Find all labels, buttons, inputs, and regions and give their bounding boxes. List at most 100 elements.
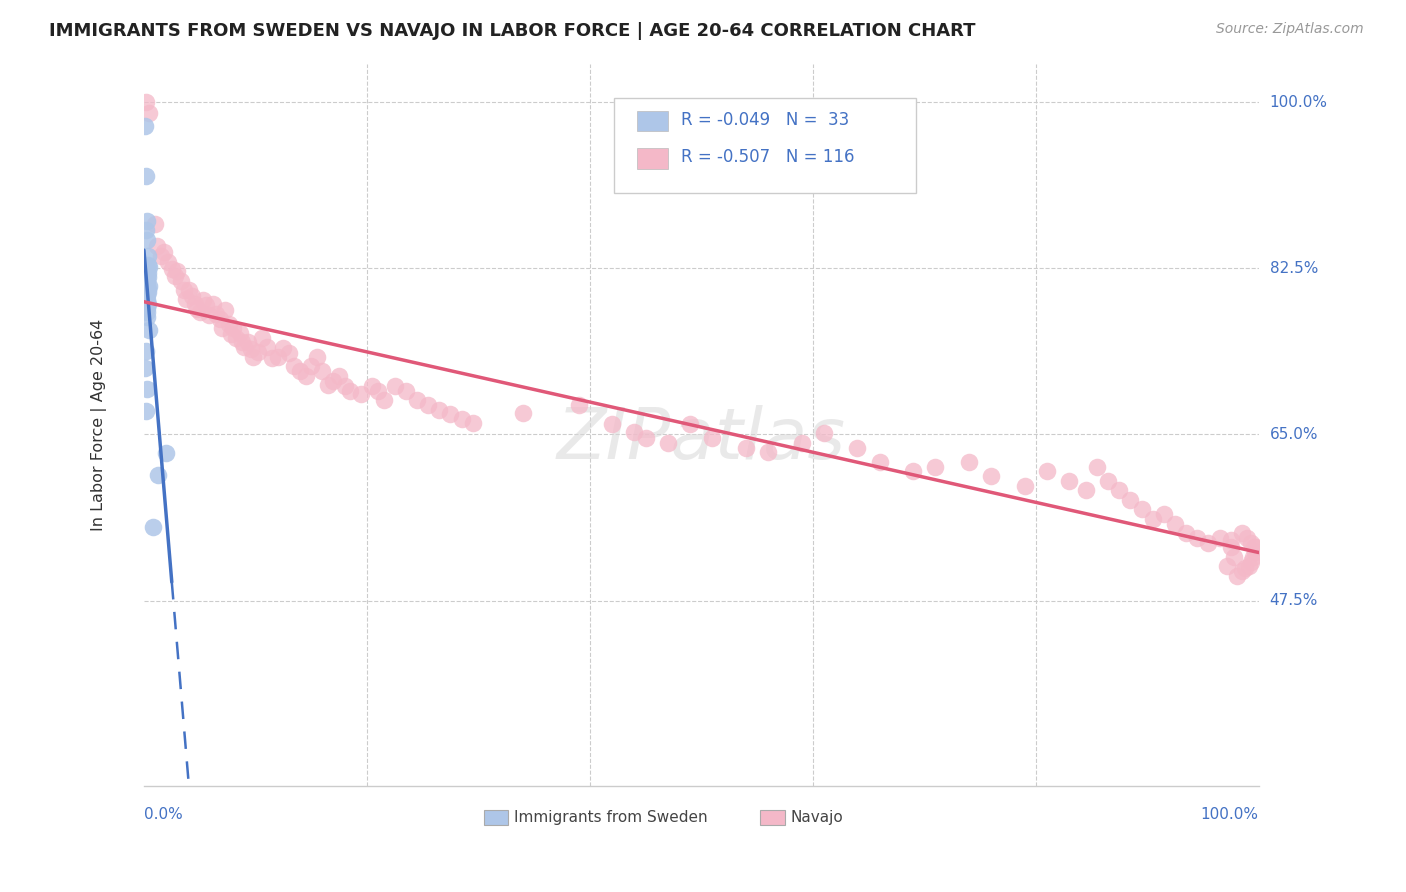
Text: 47.5%: 47.5%	[1270, 593, 1317, 608]
Point	[250, 330, 273, 344]
Point	[299, 359, 322, 373]
Point	[288, 364, 311, 378]
Point	[406, 393, 429, 408]
Point	[165, 268, 187, 283]
Point	[980, 469, 1002, 483]
Point	[1085, 459, 1108, 474]
Point	[322, 374, 344, 388]
Point	[1142, 512, 1164, 526]
Point	[1240, 555, 1263, 569]
Point	[634, 431, 657, 445]
Point	[328, 368, 350, 383]
Point	[384, 379, 406, 393]
Point	[173, 283, 195, 297]
Point	[231, 335, 253, 350]
Point	[256, 340, 278, 354]
Point	[333, 379, 356, 393]
FancyBboxPatch shape	[614, 98, 917, 193]
Point	[439, 408, 461, 422]
Point	[1208, 531, 1230, 545]
Point	[153, 245, 176, 260]
Point	[135, 169, 157, 183]
Text: 100.0%: 100.0%	[1270, 95, 1327, 110]
Point	[138, 279, 160, 293]
Point	[305, 351, 328, 365]
Point	[266, 351, 288, 365]
Point	[1164, 516, 1187, 531]
Point	[294, 368, 316, 383]
Point	[1234, 561, 1257, 575]
Bar	[761, 810, 785, 825]
Point	[174, 292, 197, 306]
Point	[136, 268, 159, 282]
Point	[869, 455, 891, 469]
Point	[135, 223, 157, 237]
Point	[138, 285, 160, 299]
Text: 82.5%: 82.5%	[1270, 260, 1317, 276]
Point	[461, 416, 484, 430]
Point	[219, 326, 242, 341]
Point	[361, 379, 384, 393]
Point	[242, 350, 264, 364]
Point	[195, 298, 218, 312]
Point	[1057, 474, 1080, 488]
Point	[367, 384, 389, 398]
Point	[138, 266, 160, 280]
Point	[208, 312, 231, 326]
Point	[191, 293, 214, 308]
Text: Immigrants from Sweden: Immigrants from Sweden	[515, 810, 707, 825]
Point	[1236, 531, 1258, 545]
Point	[184, 297, 207, 311]
Point	[1074, 483, 1097, 498]
Point	[1243, 541, 1265, 555]
Text: Navajo: Navajo	[790, 810, 844, 825]
Point	[1240, 535, 1263, 549]
Point	[180, 289, 202, 303]
Point	[246, 344, 269, 359]
Point	[135, 343, 157, 358]
Point	[1097, 474, 1119, 488]
Point	[1246, 541, 1268, 555]
Point	[233, 340, 256, 354]
Point	[1230, 564, 1253, 578]
Point	[186, 301, 208, 316]
Point	[846, 441, 869, 455]
Point	[134, 119, 156, 133]
Point	[135, 95, 157, 109]
Point	[1219, 533, 1241, 547]
Point	[214, 303, 236, 318]
Point	[149, 249, 172, 263]
Point	[512, 407, 534, 421]
Point	[1175, 526, 1198, 541]
Text: ZIPatlas: ZIPatlas	[557, 405, 846, 474]
Point	[138, 258, 160, 272]
Point	[136, 382, 159, 396]
Point	[418, 398, 440, 412]
Point	[136, 305, 159, 319]
Point	[679, 417, 702, 431]
Point	[160, 262, 183, 277]
Point	[1241, 549, 1264, 564]
Text: R = -0.049   N =  33: R = -0.049 N = 33	[681, 111, 849, 128]
Point	[924, 459, 946, 474]
Text: Source: ZipAtlas.com: Source: ZipAtlas.com	[1216, 22, 1364, 37]
Point	[211, 321, 233, 335]
Point	[1216, 559, 1239, 574]
Point	[350, 387, 373, 401]
Point	[1244, 545, 1267, 559]
Point	[134, 360, 156, 375]
Point	[1237, 559, 1260, 574]
Point	[188, 305, 211, 319]
Point	[136, 293, 159, 307]
Point	[142, 520, 165, 534]
Point	[262, 351, 284, 366]
Text: In Labor Force | Age 20-64: In Labor Force | Age 20-64	[91, 318, 107, 531]
Point	[136, 272, 159, 286]
Point	[136, 277, 159, 292]
Point	[901, 464, 924, 478]
Point	[1014, 478, 1036, 492]
Point	[135, 295, 157, 310]
Point	[702, 431, 724, 445]
Point	[143, 217, 166, 231]
Bar	[484, 810, 509, 825]
